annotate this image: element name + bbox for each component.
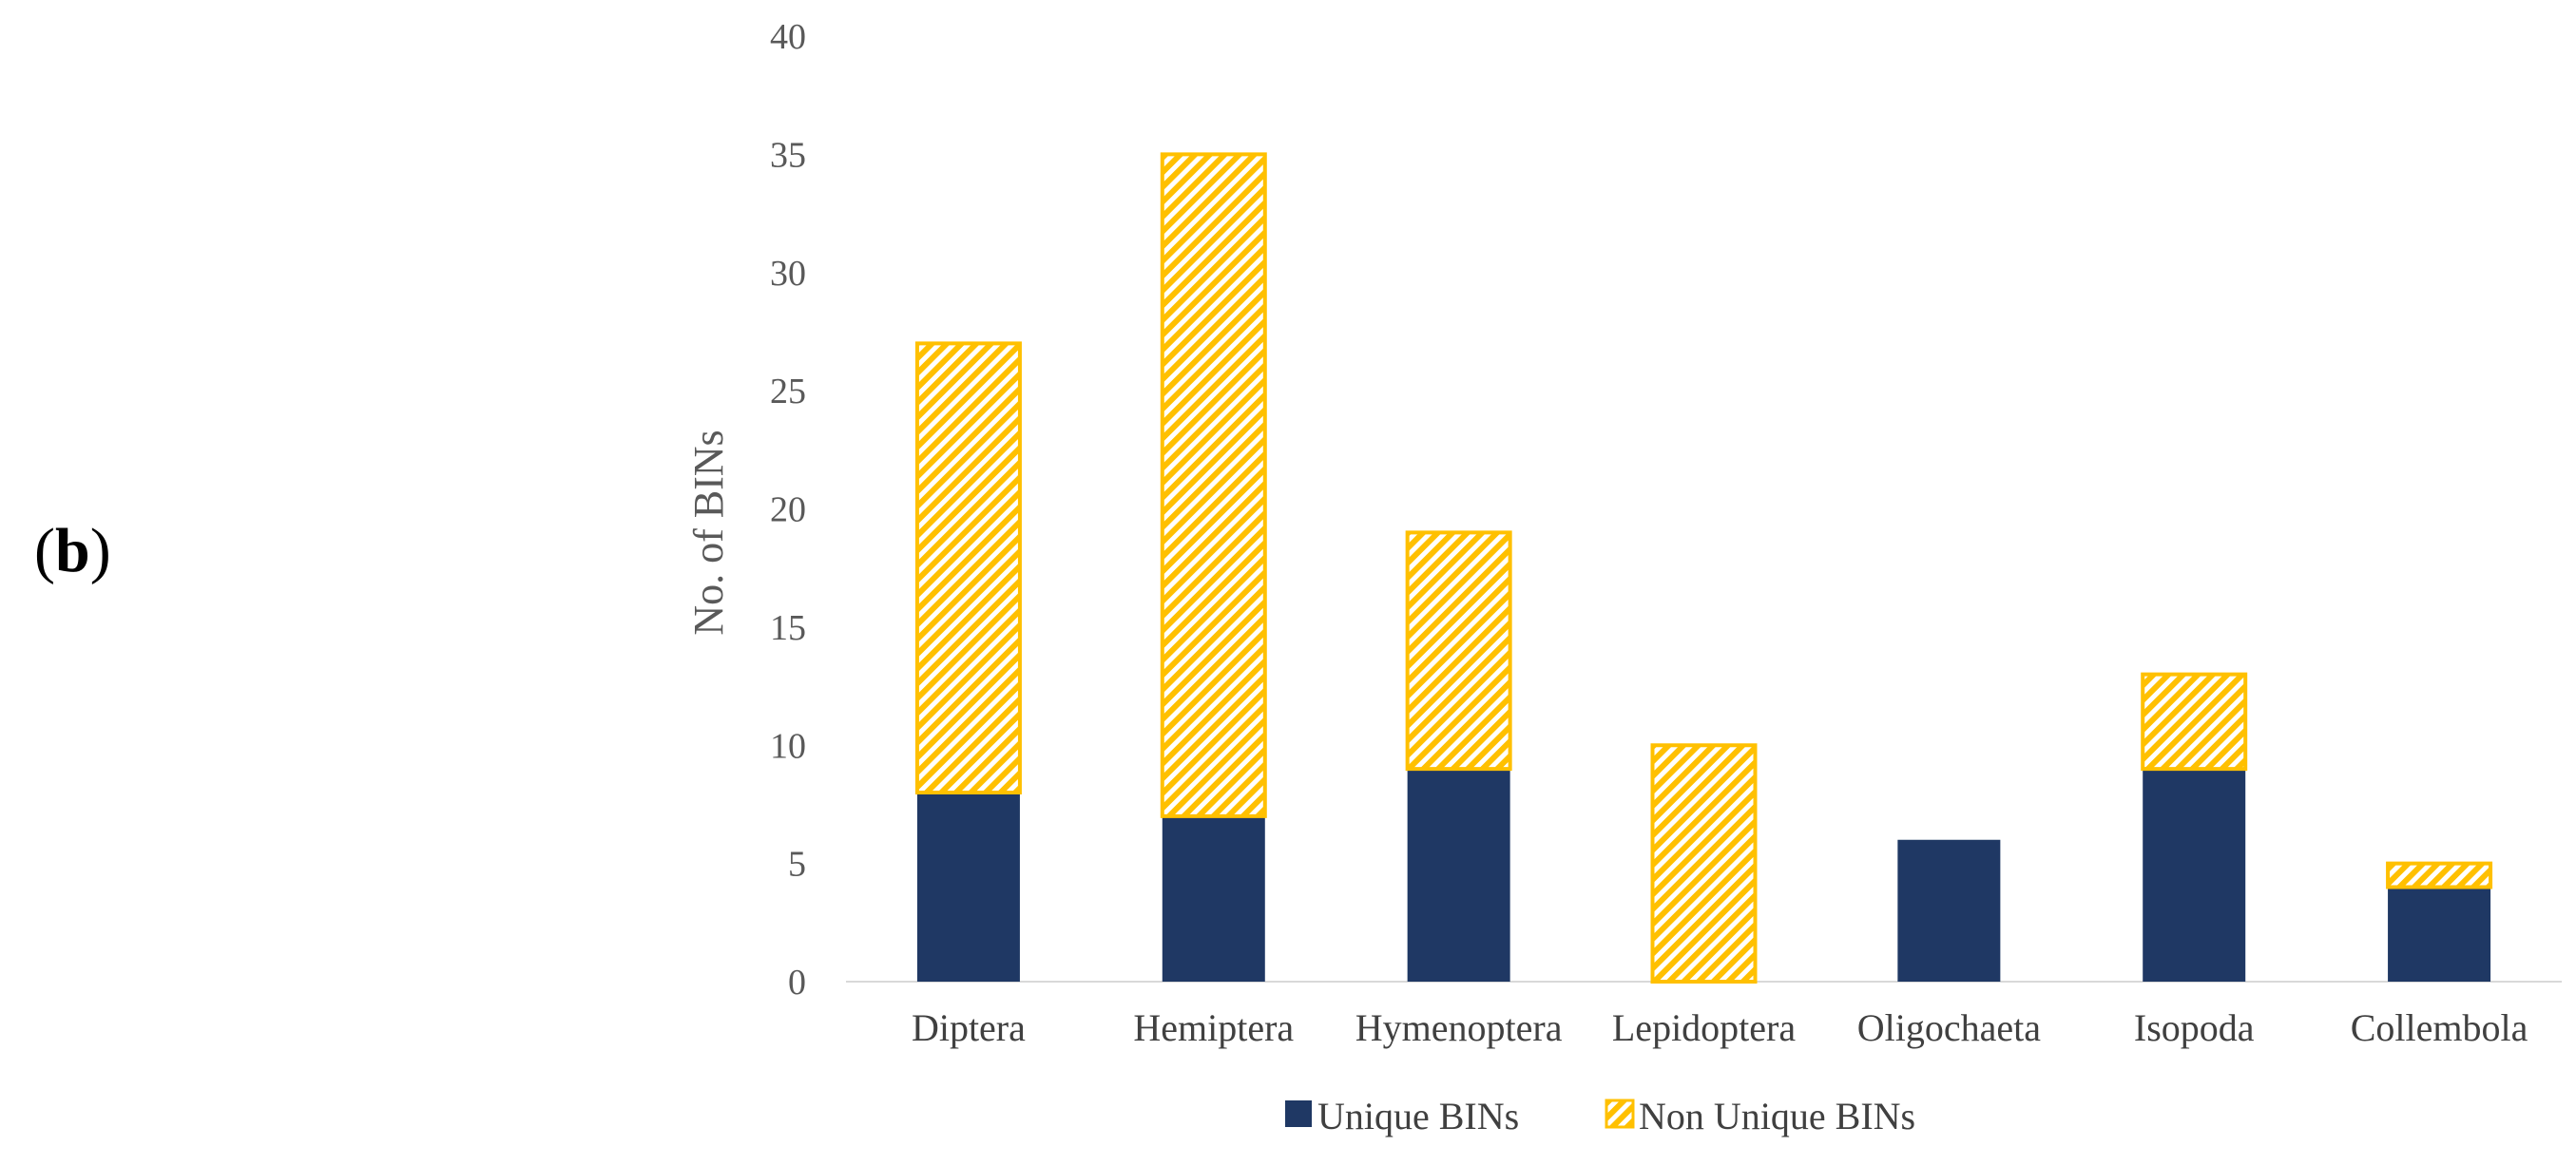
- bar-unique-oligochaeta: [1897, 839, 2001, 982]
- legend-label: Non Unique BINs: [1639, 1095, 1915, 1137]
- bar-unique-hemiptera: [1162, 815, 1265, 982]
- x-tick-label: Isopoda: [2134, 1006, 2255, 1049]
- bar-non-unique-isopoda: [2141, 672, 2248, 772]
- y-tick-label: 5: [788, 845, 806, 885]
- bar-non-unique-collembola: [2386, 861, 2493, 889]
- x-axis-labels: Diptera Hemiptera Hymenoptera Lepidoptera Ol…: [912, 1006, 2528, 1049]
- bar-non-unique-hemiptera: [1160, 152, 1267, 818]
- bar-unique-diptera: [916, 793, 1020, 982]
- y-tick-label: 10: [770, 726, 806, 766]
- legend-label: Unique BINs: [1317, 1095, 1519, 1137]
- y-tick-label: 25: [770, 372, 806, 411]
- x-tick-label: Hemiptera: [1133, 1006, 1294, 1049]
- y-tick-label: 20: [770, 490, 806, 530]
- panel-label: (b): [34, 516, 111, 585]
- y-axis-title: No. of BINs: [685, 430, 732, 635]
- bar-unique-isopoda: [2143, 769, 2246, 982]
- y-tick-label: 15: [770, 608, 806, 648]
- legend: Unique BINs Non Unique BINs: [1285, 1095, 1915, 1137]
- legend-swatch-unique: [1285, 1100, 1312, 1127]
- bars: [914, 152, 2493, 984]
- bar-unique-collembola: [2388, 887, 2491, 982]
- y-tick-label: 0: [788, 963, 806, 1003]
- x-tick-label: Diptera: [912, 1006, 1026, 1049]
- x-tick-label: Collembola: [2351, 1006, 2528, 1049]
- bar-non-unique-lepidoptera: [1650, 743, 1758, 984]
- bar-non-unique-diptera: [914, 341, 1022, 794]
- y-axis-ticks: 0 5 10 15 20 25 30 35 40: [770, 17, 806, 1003]
- y-tick-label: 30: [770, 254, 806, 294]
- bar-unique-hymenoptera: [1407, 769, 1510, 982]
- legend-swatch-non-unique: [1605, 1099, 1635, 1129]
- x-tick-label: Hymenoptera: [1355, 1006, 1563, 1049]
- x-tick-label: Oligochaeta: [1857, 1006, 2041, 1049]
- y-tick-label: 40: [770, 17, 806, 57]
- bar-non-unique-hymenoptera: [1405, 530, 1512, 772]
- x-tick-label: Lepidoptera: [1612, 1006, 1796, 1049]
- y-tick-label: 35: [770, 135, 806, 175]
